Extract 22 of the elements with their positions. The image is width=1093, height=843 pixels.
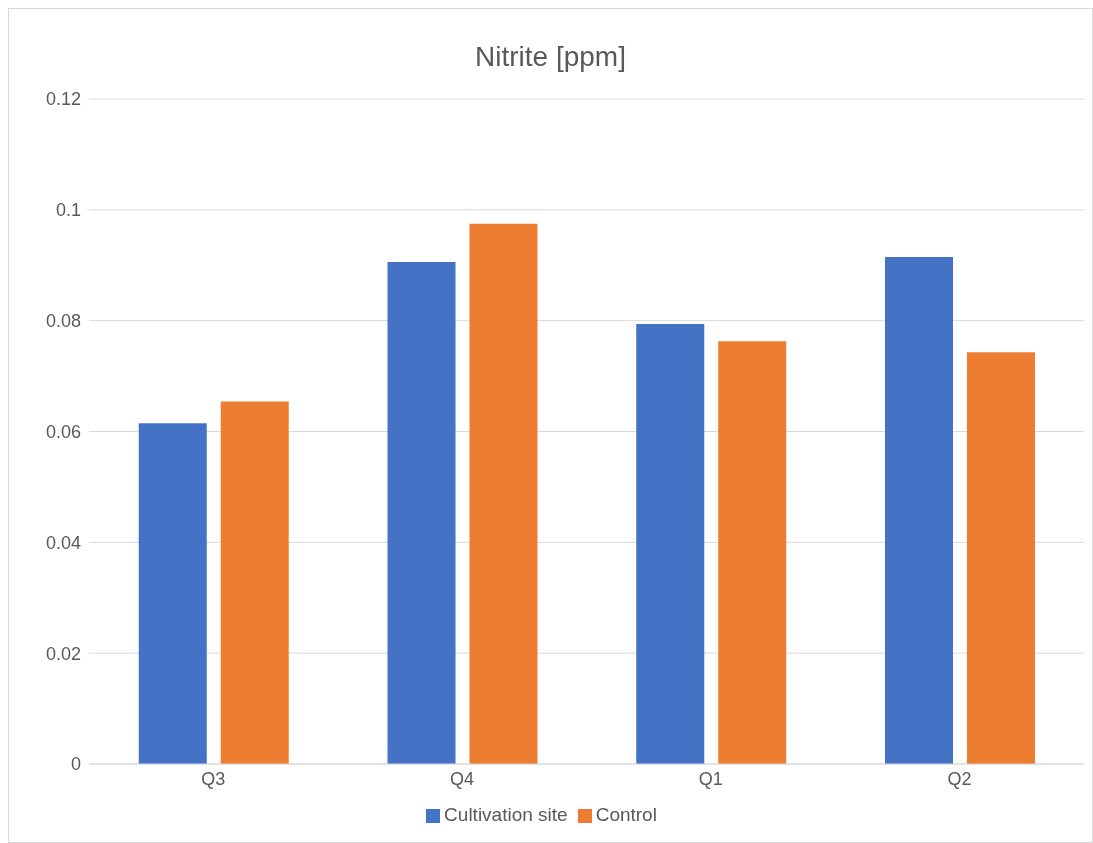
chart-title: Nitrite [ppm] [474, 40, 627, 74]
y-tick-label: 0.08 [45, 311, 81, 332]
y-tick-label: 0.12 [45, 89, 81, 110]
bar [220, 401, 289, 764]
bar [636, 323, 705, 764]
x-tick-label: Q3 [201, 768, 226, 789]
y-tick-label: 0.1 [55, 200, 81, 221]
bar [967, 352, 1035, 764]
y-tick-label: 0.02 [45, 643, 81, 664]
y-tick-label: 0.04 [45, 532, 81, 553]
bar [885, 256, 953, 764]
x-tick-label: Q1 [698, 768, 723, 789]
legend-label: Cultivation site [444, 804, 568, 825]
legend-label: Control [595, 804, 657, 825]
bar [469, 223, 538, 764]
y-tick-label: 0 [70, 754, 81, 775]
bar [138, 423, 207, 764]
x-tick-label: Q2 [947, 768, 972, 789]
bar [387, 261, 456, 764]
bar [718, 341, 787, 764]
x-tick-label: Q4 [450, 768, 475, 789]
y-tick-label: 0.06 [45, 421, 81, 442]
